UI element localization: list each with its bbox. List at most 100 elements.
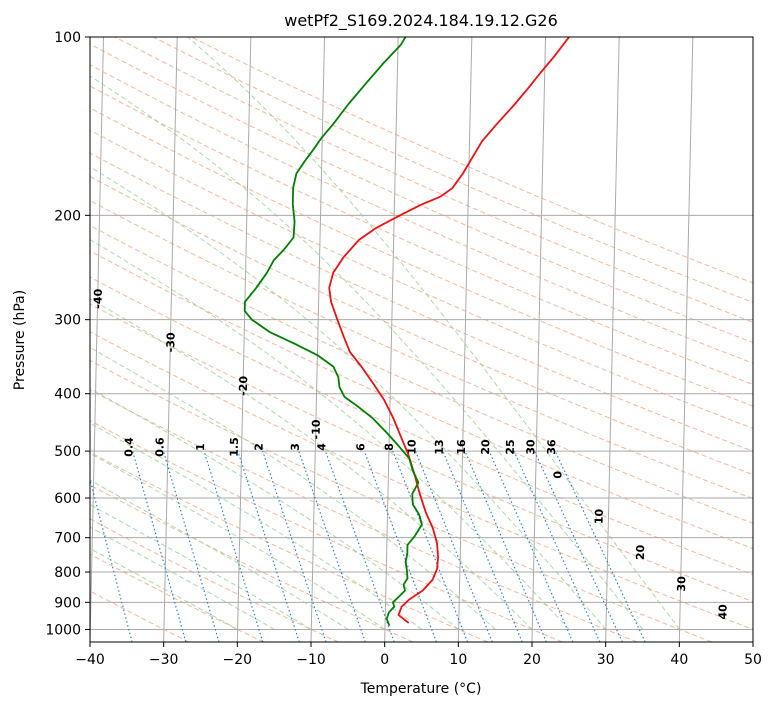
mixing-ratio-line — [533, 450, 623, 642]
dry-adiabat — [90, 129, 753, 429]
y-tick-label: 900 — [54, 595, 81, 611]
mixing-ratio-line — [324, 450, 395, 642]
chart-title: wetPf2_S169.2024.184.19.12.G26 — [284, 11, 558, 31]
mixing-ratio-label: 16 — [455, 439, 468, 455]
mixing-ratio-label: 36 — [545, 439, 558, 455]
mixing-ratio-label: 1.5 — [228, 437, 241, 457]
mixing-ratio-line — [237, 450, 300, 642]
isotherm-label: -30 — [164, 332, 177, 353]
background-lines — [90, 37, 753, 642]
isotherm-label: -10 — [310, 419, 323, 440]
x-tick-label: 40 — [670, 652, 688, 668]
dry-adiabat — [90, 590, 190, 642]
y-axis-label: Pressure (hPa) — [12, 290, 28, 390]
dry-adiabat — [90, 85, 753, 386]
mixing-ratio-line — [442, 450, 523, 642]
y-tick-label: 400 — [54, 387, 81, 403]
mixing-ratio-line — [90, 477, 133, 642]
moist-adiabat — [90, 298, 533, 630]
mixing-ratio-label: 2 — [253, 443, 266, 451]
profiles — [243, 37, 570, 626]
mixing-ratio-line — [298, 450, 366, 642]
x-tick-label: −30 — [149, 652, 179, 668]
temperature-profile — [328, 37, 570, 624]
dry-adiabat — [90, 64, 753, 364]
moist-adiabat — [90, 346, 496, 630]
y-tick-label: 800 — [54, 565, 81, 581]
isotherm-label: -40 — [91, 288, 104, 309]
mixing-ratio-line — [464, 450, 547, 642]
y-tick-label: 1000 — [45, 622, 81, 638]
isotherm — [531, 37, 547, 642]
x-tick-label: 50 — [744, 652, 762, 668]
mixing-ratio-label: 0.6 — [153, 437, 166, 457]
x-tick-label: −10 — [296, 652, 326, 668]
theta-e-label: 20 — [634, 544, 647, 560]
mixing-ratio-label: 4 — [315, 443, 328, 451]
mixing-ratio-label: 8 — [383, 443, 396, 451]
y-axis: 100 200 300 400 500 600 700 800 900 1000 — [45, 30, 90, 638]
x-tick-label: −40 — [75, 652, 105, 668]
mixing-ratio-label: 3 — [289, 443, 302, 451]
dry-adiabat — [90, 359, 712, 642]
y-tick-label: 100 — [54, 30, 81, 46]
isotherm — [90, 37, 105, 642]
moist-adiabat — [90, 387, 459, 630]
dry-adiabat — [90, 224, 753, 524]
moist-adiabat — [90, 422, 423, 630]
isotherm — [163, 37, 178, 642]
mixing-ratio-line — [203, 450, 264, 642]
mixing-ratio-line — [513, 450, 601, 642]
moist-adiabat — [90, 166, 607, 630]
dry-adiabat — [90, 451, 488, 642]
dewpoint-profile — [243, 37, 423, 626]
isotherm — [457, 37, 473, 642]
moist-adiabat — [90, 503, 312, 630]
mixing-ratio-line — [488, 450, 574, 642]
isotherm — [678, 37, 694, 642]
theta-e-label: 40 — [716, 604, 729, 620]
mixing-ratio-label: 25 — [504, 439, 517, 455]
y-tick-label: 700 — [54, 531, 81, 547]
mixing-ratio-label: 0.4 — [122, 437, 135, 457]
isotherm — [236, 37, 252, 642]
mixing-ratio-label: 1 — [194, 443, 207, 451]
line-labels: -100-90-80-70-60-50-40-30-20-100.10.20.4… — [91, 288, 729, 620]
dry-adiabat — [90, 303, 753, 603]
mixing-ratio-label: 13 — [433, 439, 446, 455]
mixing-ratio-line — [262, 450, 327, 642]
dry-adiabat — [90, 152, 753, 452]
dry-adiabat — [90, 107, 753, 407]
theta-e-label: 0 — [551, 471, 564, 479]
y-tick-label: 600 — [54, 491, 81, 507]
x-axis: −40 −30 −20 −10 0 10 20 30 40 50 — [75, 642, 762, 668]
dry-adiabat — [90, 420, 563, 642]
y-tick-label: 200 — [54, 208, 81, 224]
theta-e-label: 10 — [593, 508, 606, 524]
mixing-ratio-label: 10 — [405, 439, 418, 455]
x-tick-label: 20 — [523, 652, 541, 668]
dry-adiabat — [90, 389, 638, 642]
moist-adiabat — [187, 37, 680, 630]
theta-e-label: 30 — [675, 576, 688, 592]
dry-adiabat — [90, 250, 753, 550]
x-axis-label: Temperature (°C) — [360, 681, 482, 697]
mixing-ratio-label: 6 — [354, 443, 367, 451]
x-tick-label: 0 — [380, 652, 389, 668]
y-tick-label: 500 — [54, 444, 81, 460]
moist-adiabat — [90, 239, 570, 630]
mixing-ratio-line — [132, 450, 187, 642]
y-tick-label: 300 — [54, 313, 81, 329]
mixing-ratio-line — [162, 450, 220, 642]
x-tick-label: −20 — [223, 652, 253, 668]
dry-adiabat — [90, 176, 753, 476]
plot-frame — [89, 36, 754, 643]
mixing-ratio-label: 20 — [479, 439, 492, 455]
mixing-ratio-label: 30 — [524, 439, 537, 455]
isotherm — [605, 37, 620, 642]
moist-adiabat — [90, 452, 386, 630]
x-tick-label: 30 — [597, 652, 615, 668]
x-tick-label: 10 — [449, 652, 467, 668]
